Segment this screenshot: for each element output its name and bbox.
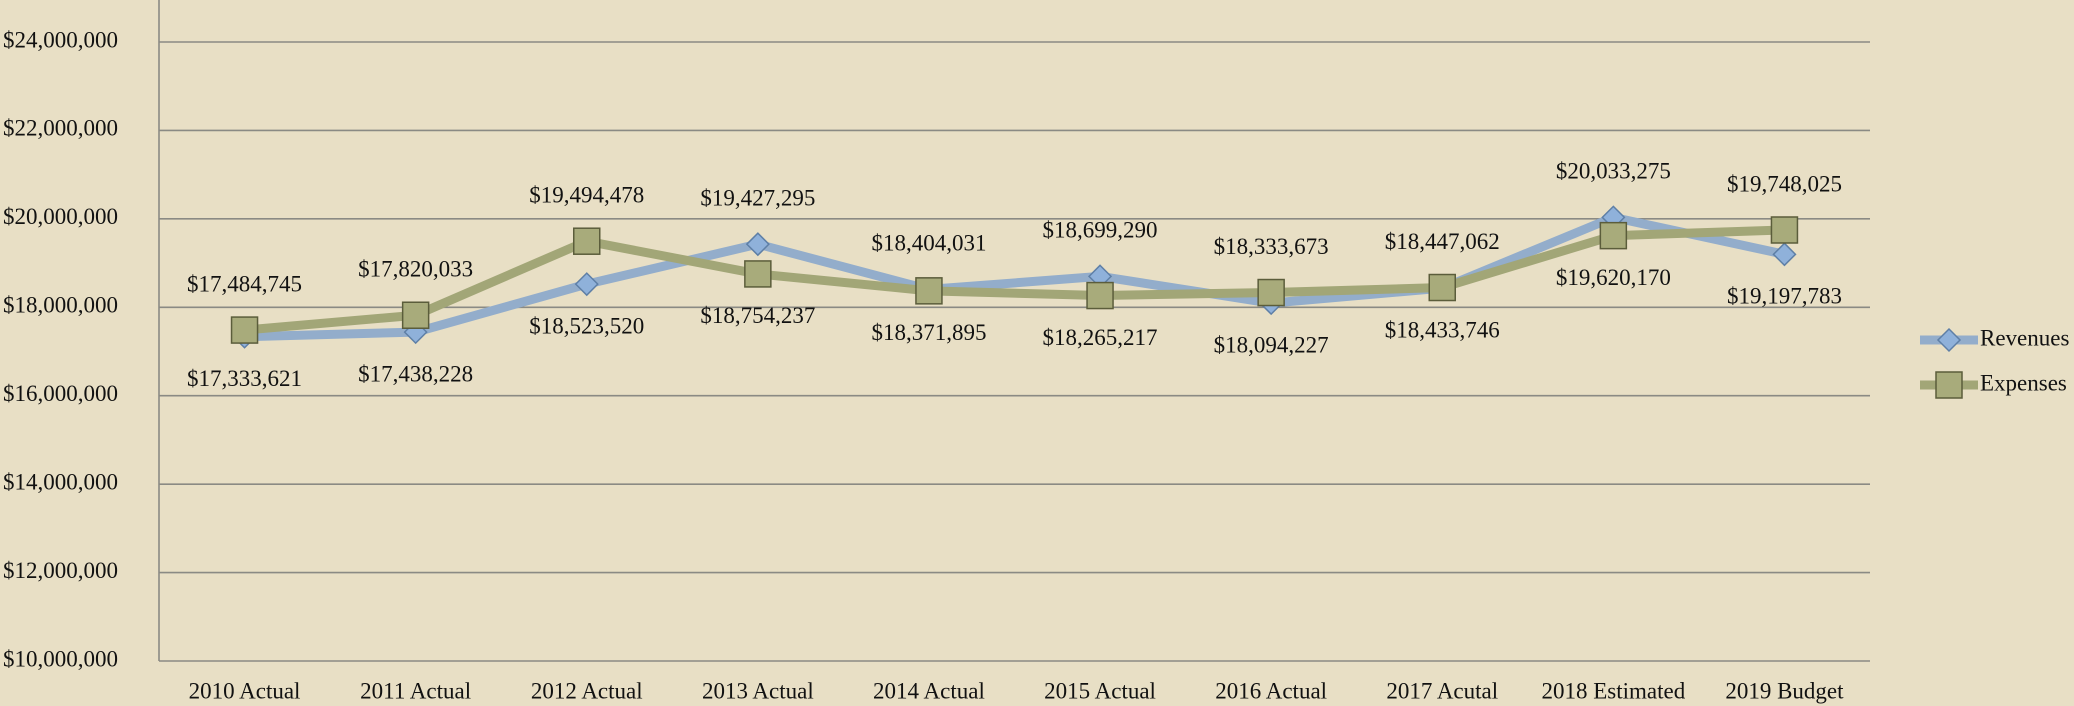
data-label: $17,484,745 xyxy=(187,271,302,296)
x-tick-label: 2012 Actual xyxy=(531,678,643,703)
data-label: $18,333,673 xyxy=(1214,234,1329,259)
data-point xyxy=(745,232,770,257)
data-point xyxy=(573,227,601,255)
legend-label: Expenses xyxy=(1980,370,2067,395)
y-tick-label: $10,000,000 xyxy=(3,646,118,671)
data-label: $18,754,237 xyxy=(700,303,815,328)
x-tick-label: 2016 Actual xyxy=(1215,678,1327,703)
data-label: $17,820,033 xyxy=(358,257,473,282)
y-tick-label: $12,000,000 xyxy=(3,558,118,583)
legend-label: Revenues xyxy=(1980,325,2069,350)
data-point xyxy=(401,301,430,329)
data-label: $18,371,895 xyxy=(871,320,986,345)
legend-item: Expenses xyxy=(1920,370,2067,399)
x-tick-label: 2014 Actual xyxy=(873,678,985,703)
data-label: $19,620,170 xyxy=(1556,265,1671,290)
legend-marker xyxy=(1935,371,1963,399)
data-label: $18,094,227 xyxy=(1214,332,1329,357)
legend-marker xyxy=(1936,327,1962,353)
data-label: $19,494,478 xyxy=(529,182,644,207)
series-line xyxy=(244,225,1785,335)
x-tick-label: 2011 Actual xyxy=(360,678,471,703)
y-tick-label: $24,000,000 xyxy=(3,27,118,52)
data-point xyxy=(1772,242,1797,267)
data-label: $17,438,228 xyxy=(358,361,473,386)
data-label: $19,748,025 xyxy=(1727,171,1842,196)
data-label: $18,404,031 xyxy=(871,231,986,256)
data-point xyxy=(1257,278,1285,307)
x-tick-label: 2010 Actual xyxy=(189,678,301,703)
data-label: $18,433,746 xyxy=(1385,317,1500,342)
data-point xyxy=(1428,273,1456,302)
data-point xyxy=(574,272,599,297)
legend-item: Revenues xyxy=(1920,325,2069,353)
data-label: $17,333,621 xyxy=(187,366,302,391)
data-label: $18,523,520 xyxy=(529,313,644,338)
data-point xyxy=(744,260,772,288)
x-tick-label: 2018 Estimated xyxy=(1541,678,1685,703)
y-tick-label: $16,000,000 xyxy=(3,381,118,406)
data-label: $18,699,290 xyxy=(1043,218,1158,243)
x-tick-label: 2019 Budget xyxy=(1725,678,1844,703)
x-tick-label: 2017 Acutal xyxy=(1386,678,1498,703)
data-label: $18,265,217 xyxy=(1043,325,1158,350)
data-label: $19,197,783 xyxy=(1727,284,1842,309)
data-label: $19,427,295 xyxy=(700,185,815,210)
data-point xyxy=(1599,221,1628,250)
data-label: $18,447,062 xyxy=(1385,229,1500,254)
data-point xyxy=(1770,216,1799,244)
series-line xyxy=(244,212,1786,342)
x-tick-label: 2015 Actual xyxy=(1044,678,1156,703)
data-label: $20,033,275 xyxy=(1556,159,1671,184)
y-tick-label: $18,000,000 xyxy=(3,293,118,318)
y-tick-label: $14,000,000 xyxy=(3,469,118,494)
y-tick-label: $20,000,000 xyxy=(3,204,118,229)
y-tick-label: $22,000,000 xyxy=(3,116,118,141)
data-point xyxy=(230,316,259,344)
data-point xyxy=(915,277,943,305)
data-point xyxy=(1086,281,1114,310)
x-tick-label: 2013 Actual xyxy=(702,678,814,703)
